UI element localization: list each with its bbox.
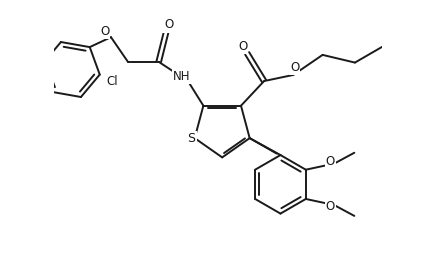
Text: O: O xyxy=(326,156,335,168)
Text: O: O xyxy=(290,61,299,74)
Text: Cl: Cl xyxy=(106,75,118,88)
Text: S: S xyxy=(187,132,196,146)
Text: O: O xyxy=(238,40,247,53)
Text: O: O xyxy=(326,200,335,213)
Text: NH: NH xyxy=(173,70,190,83)
Text: O: O xyxy=(165,18,174,30)
Text: O: O xyxy=(100,25,109,38)
